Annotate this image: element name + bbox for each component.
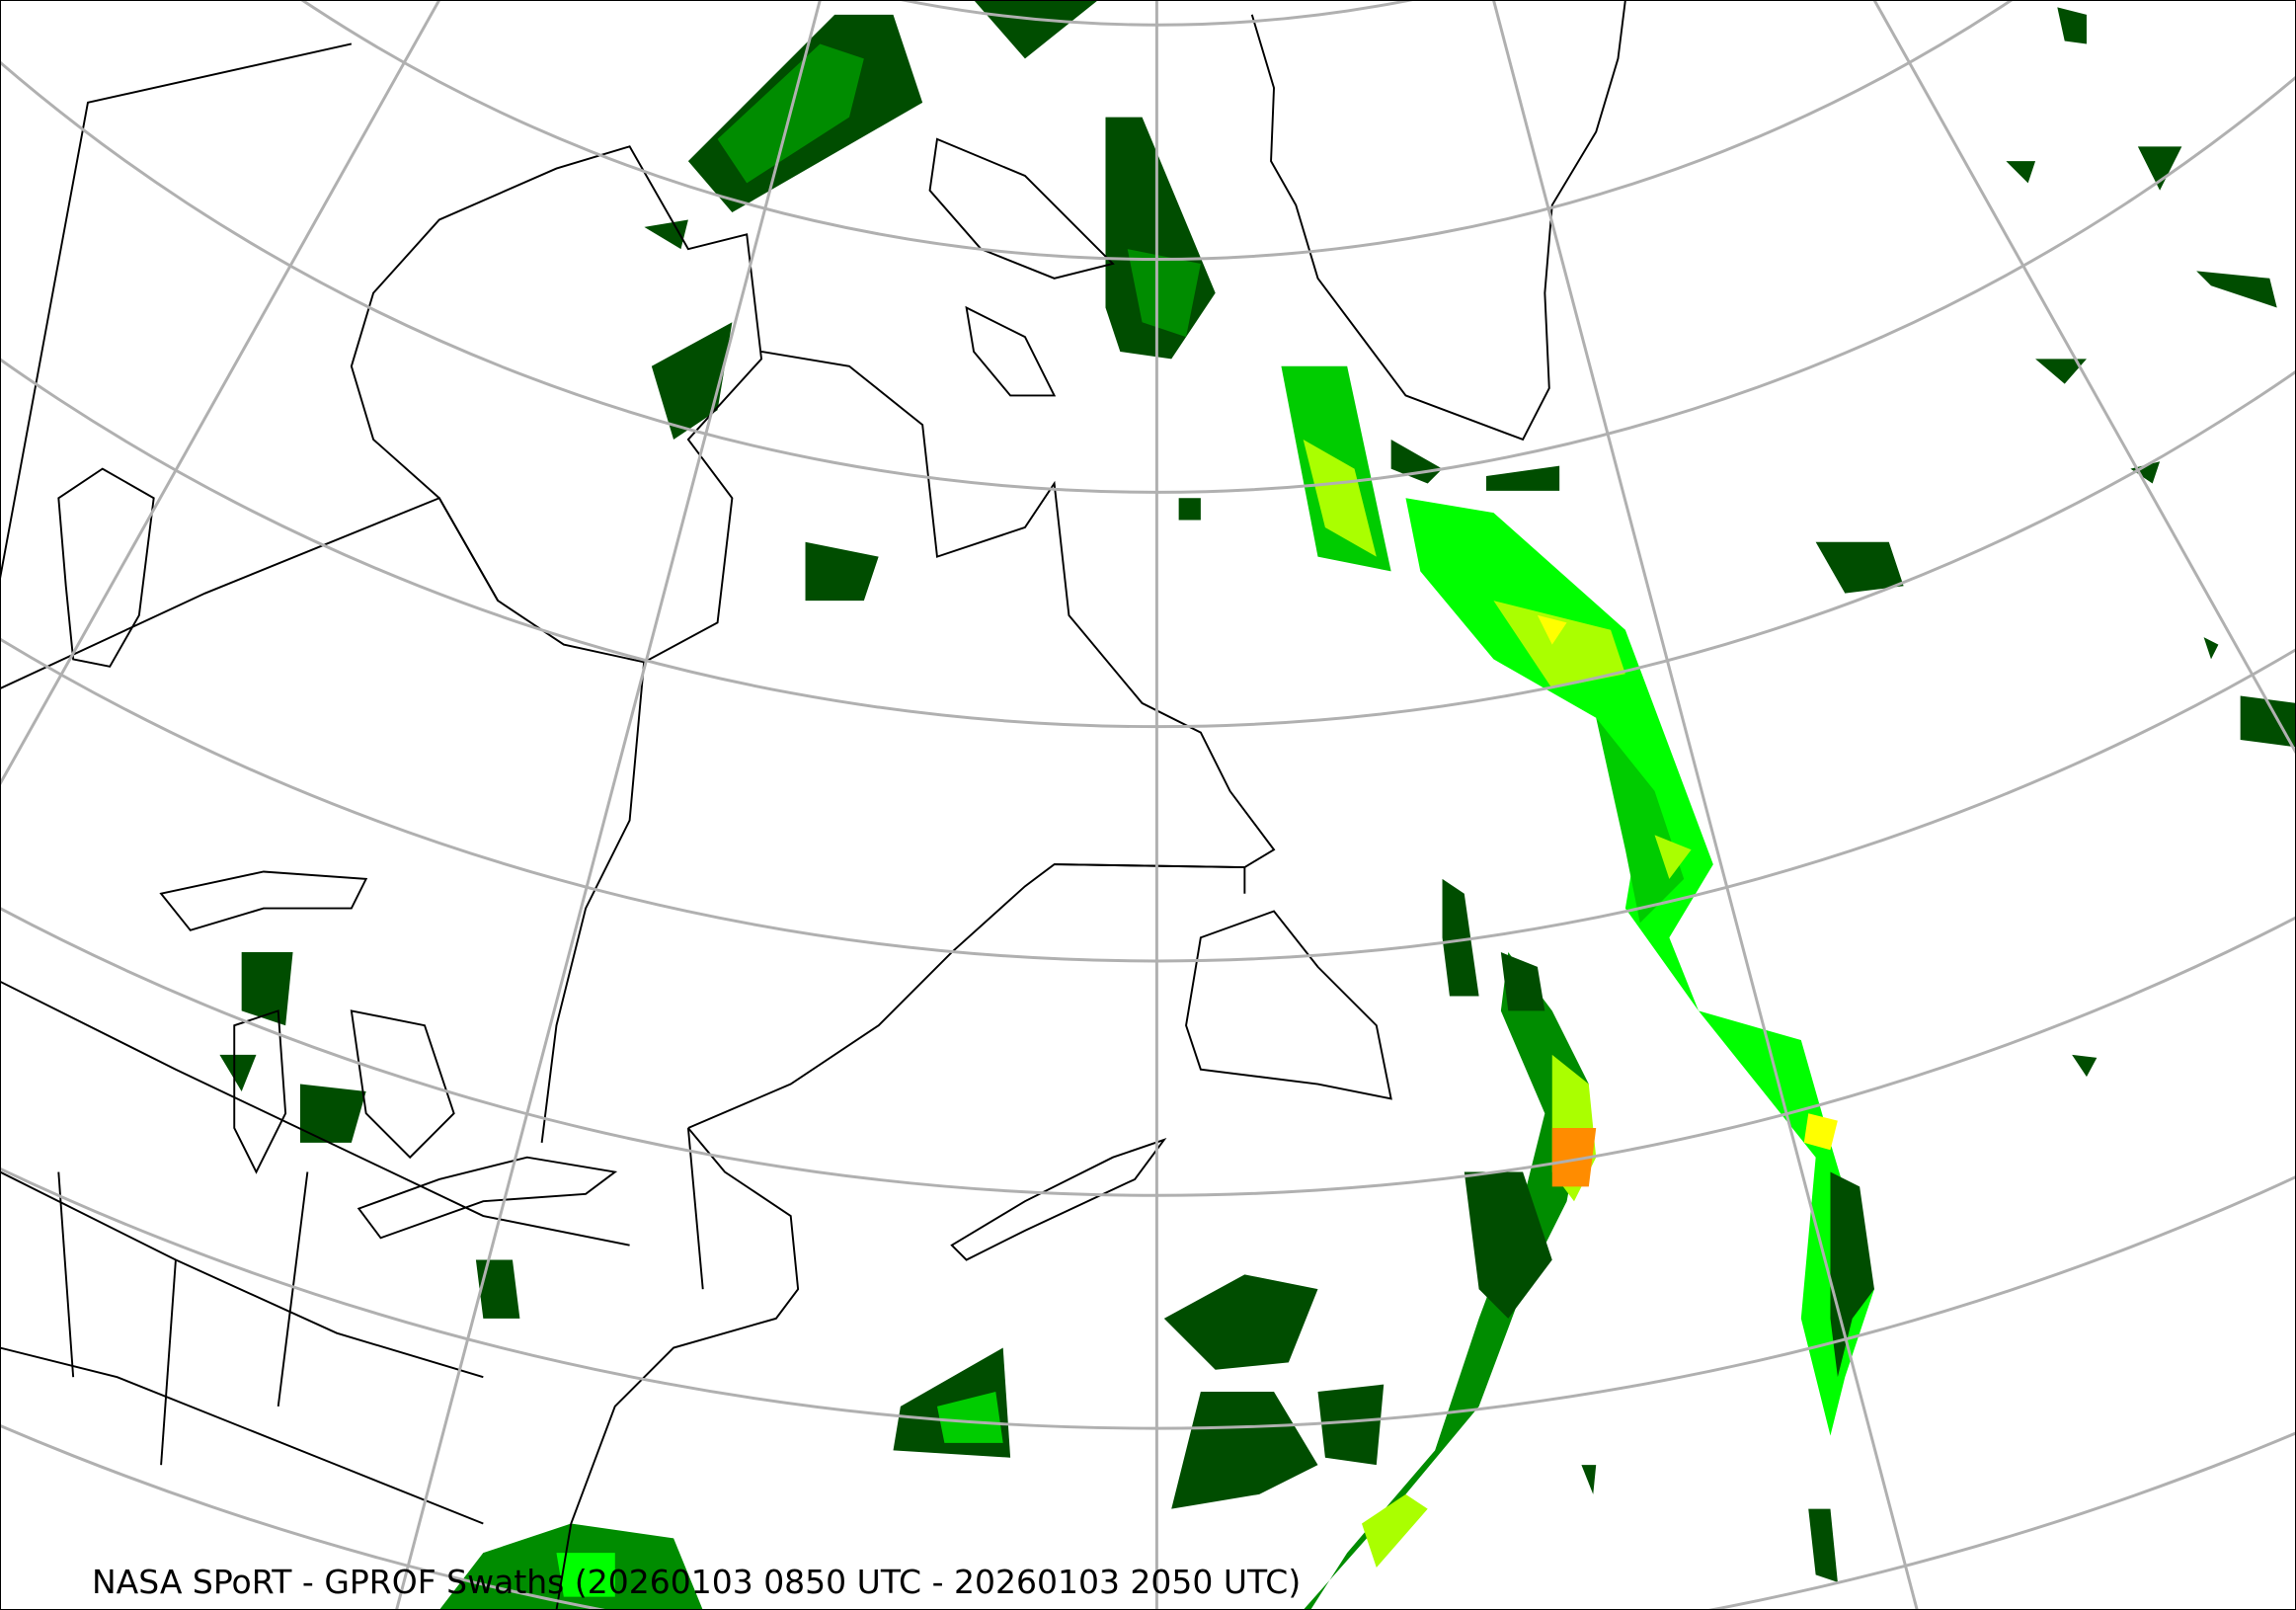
precipitation-swath	[2137, 146, 2182, 191]
great-lakes-huron	[350, 1009, 455, 1160]
longitude-line	[1491, 0, 1919, 1610]
precipitation-swath	[936, 1392, 1003, 1443]
precipitation-swath	[1361, 1493, 1428, 1568]
state-border	[686, 1127, 704, 1290]
state-border	[160, 1259, 177, 1466]
precipitation-swath	[1808, 1508, 1838, 1582]
state-border	[57, 1171, 75, 1378]
precipitation-swath	[1537, 614, 1567, 645]
precipitation-swath	[241, 952, 293, 1026]
state-border	[277, 1171, 309, 1407]
precipitation-swath	[1815, 541, 1904, 594]
latitude-line	[897, 0, 1416, 27]
precipitation-swath	[1178, 498, 1201, 521]
coastlines-and-borders	[0, 0, 1626, 1610]
province-border	[1054, 863, 1246, 894]
precipitation-swath	[2006, 161, 2036, 184]
precipitation-swath	[2130, 461, 2161, 484]
state-border	[0, 1170, 484, 1379]
province-border	[0, 42, 353, 580]
nova-scotia-coastline	[950, 1137, 1167, 1261]
precipitation-swath	[475, 1259, 520, 1319]
precipitation-swath	[2196, 271, 2277, 308]
precipitation-swath	[1405, 498, 1874, 1436]
precipitation-swath	[556, 1553, 615, 1597]
precipitation-swath	[805, 541, 879, 602]
precipitation-swath	[1317, 1384, 1385, 1466]
latitude-line	[0, 357, 2296, 728]
precipitation-swath	[1464, 1171, 1552, 1319]
great-lakes-superior	[159, 870, 368, 931]
island-coastline	[57, 467, 155, 668]
great-lakes-erie-ontario	[356, 1156, 618, 1240]
state-border	[0, 1346, 484, 1525]
precipitation-swath	[1654, 835, 1692, 879]
precipitation-swath	[1581, 1465, 1597, 1494]
longitude-line	[1872, 0, 2296, 756]
precipitation-swath	[219, 1054, 257, 1091]
labrador-quebec-coastline	[687, 351, 1276, 1129]
precipitation-swath	[2203, 637, 2219, 660]
province-border	[0, 980, 630, 1247]
precipitation-swath	[1551, 1128, 1597, 1187]
precipitation-swath	[1303, 952, 1589, 1610]
greenland-coastline	[1250, 0, 1626, 442]
longitude-line	[0, 0, 441, 787]
precipitation-swath	[1493, 601, 1625, 689]
precipitation-swath	[1171, 1392, 1318, 1509]
precipitation-swath	[1163, 1274, 1318, 1370]
precipitation-swath	[1596, 717, 1685, 924]
precipitation-swath	[974, 0, 1099, 59]
precipitation-swath	[299, 1084, 366, 1143]
precipitation-swath	[2072, 1054, 2098, 1078]
precipitation-swath	[1500, 952, 1545, 1011]
precipitation-swath	[1486, 465, 1560, 491]
precipitation-swath	[2240, 695, 2296, 748]
precipitation-swath	[2035, 359, 2087, 384]
precipitation-swath	[1442, 878, 1479, 997]
province-border	[540, 659, 646, 1143]
map-title: NASA SPoRT - GPROF Swaths (20260103 0850…	[92, 1563, 1302, 1601]
baffin-coastline	[928, 137, 1115, 280]
longitude-line	[395, 0, 822, 1610]
precipitation-swath	[1127, 249, 1201, 338]
us-east-coastline	[555, 1127, 800, 1610]
island-coastline	[965, 305, 1057, 397]
precipitation-swath	[1803, 1113, 1838, 1151]
great-lakes-michigan	[233, 1009, 287, 1174]
precipitation-swath	[2057, 7, 2087, 44]
precipitation-swaths	[219, 0, 2296, 1610]
precipitation-swath	[644, 219, 688, 250]
precipitation-swath	[1303, 439, 1377, 557]
newfoundland-coastline	[1185, 910, 1392, 1100]
